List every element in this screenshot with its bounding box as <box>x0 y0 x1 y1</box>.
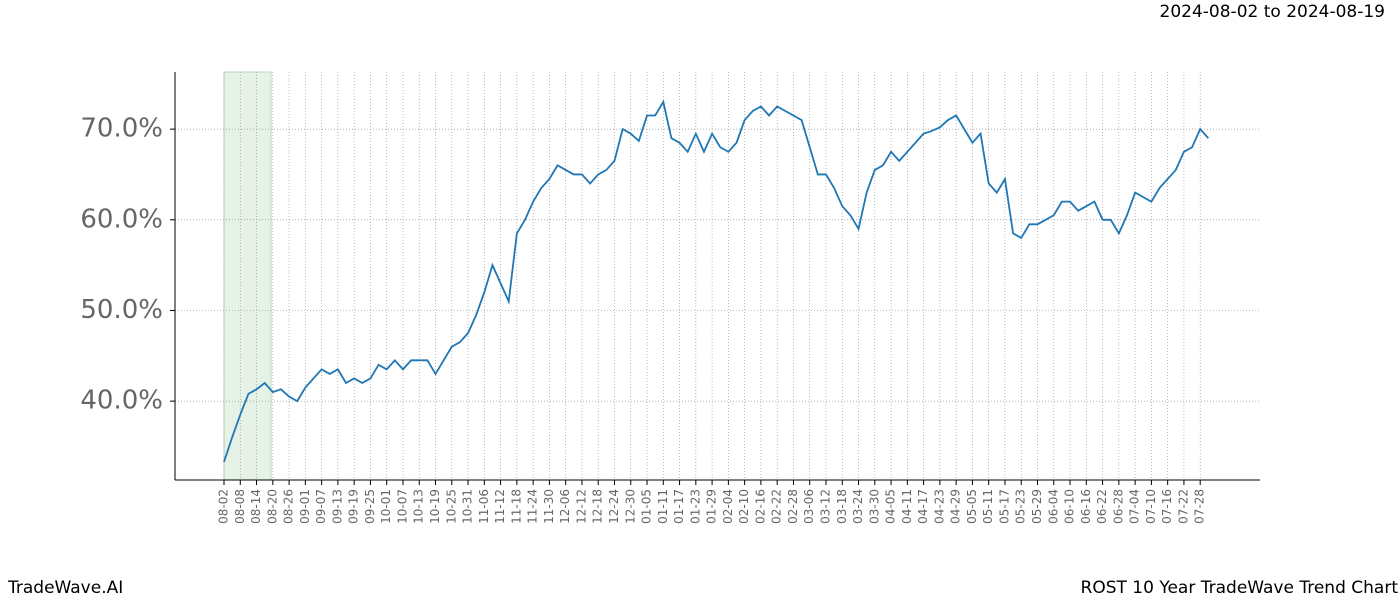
x-tick-label: 01-23 <box>688 489 702 524</box>
x-tick-label: 01-05 <box>640 489 654 524</box>
x-tick-label: 02-10 <box>737 489 751 524</box>
x-tick-label: 03-18 <box>835 489 849 524</box>
x-tick-label: 09-07 <box>314 489 328 524</box>
x-tick-label: 10-31 <box>461 489 475 524</box>
x-tick-label: 10-19 <box>428 489 442 524</box>
x-tick-label: 08-14 <box>249 489 263 524</box>
brand: TradeWave.AI <box>7 578 123 598</box>
x-tick-label: 03-24 <box>851 489 865 524</box>
y-tick-label: 70.0% <box>80 114 163 144</box>
x-tick-label: 06-22 <box>1095 489 1109 524</box>
x-tick-label: 03-30 <box>867 489 881 524</box>
x-tick-label: 11-06 <box>477 489 491 524</box>
x-tick-label: 12-06 <box>558 489 572 524</box>
highlight-range <box>223 71 272 481</box>
x-tick-label: 09-25 <box>363 489 377 524</box>
grid <box>175 72 1260 480</box>
x-tick-label: 05-29 <box>1030 489 1044 524</box>
y-tick-label: 60.0% <box>80 204 163 234</box>
date-range: 2024-08-02 to 2024-08-19 <box>1160 2 1385 22</box>
x-tick-label: 06-28 <box>1111 489 1125 524</box>
x-tick-label: 07-10 <box>1144 489 1158 524</box>
x-tick-label: 01-17 <box>672 489 686 524</box>
x-tick-label: 08-08 <box>233 489 247 524</box>
x-tick-label: 04-29 <box>949 489 963 524</box>
x-tick-label: 04-23 <box>932 489 946 524</box>
x-tick-label: 02-28 <box>786 489 800 524</box>
x-tick-label: 09-01 <box>298 489 312 524</box>
x-tick-label: 11-24 <box>526 489 540 524</box>
x-tick-label: 10-01 <box>379 489 393 524</box>
x-tick-label: 10-07 <box>395 489 409 524</box>
x-tick-label: 04-11 <box>900 489 914 524</box>
x-tick-label: 06-10 <box>1063 489 1077 524</box>
x-tick-label: 03-06 <box>802 489 816 524</box>
x-tick-label: 07-16 <box>1160 489 1174 524</box>
x-tick-label: 06-16 <box>1079 489 1093 524</box>
trend-line <box>223 99 1210 463</box>
x-tick-label: 05-23 <box>1014 489 1028 524</box>
x-tick-label: 08-20 <box>265 489 279 524</box>
x-tick-label: 05-17 <box>997 489 1011 524</box>
x-tick-label: 11-30 <box>542 489 556 524</box>
x-tick-label: 10-25 <box>444 489 458 524</box>
x-tick-label: 08-26 <box>282 489 296 524</box>
x-tick-label: 05-05 <box>965 489 979 524</box>
x-tick-label: 09-19 <box>347 489 361 524</box>
x-tick-label: 02-16 <box>753 489 767 524</box>
x-tick-label: 11-12 <box>493 489 507 524</box>
x-tick-label: 04-17 <box>916 489 930 524</box>
x-tick-label: 02-22 <box>770 489 784 524</box>
y-tick-label: 50.0% <box>80 295 163 325</box>
x-tick-label: 12-18 <box>591 489 605 524</box>
chart-subtitle: ROST 10 Year TradeWave Trend Chart <box>1081 578 1399 598</box>
x-tick-label: 07-04 <box>1128 489 1142 524</box>
x-tick-label: 01-29 <box>705 489 719 524</box>
x-tick-label: 06-04 <box>1046 489 1060 524</box>
x-tick-label: 09-13 <box>330 489 344 524</box>
x-tick-label: 05-11 <box>981 489 995 524</box>
y-tick-label: 40.0% <box>80 386 163 416</box>
x-tick-label: 12-30 <box>623 489 637 524</box>
x-tick-label: 11-18 <box>509 489 523 524</box>
x-tick-label: 12-24 <box>607 489 621 524</box>
x-tick-label: 07-22 <box>1176 489 1190 524</box>
x-tick-label: 08-02 <box>217 489 231 524</box>
x-tick-label: 07-28 <box>1193 489 1207 524</box>
x-tick-label: 01-11 <box>656 489 670 524</box>
x-tick-label: 02-04 <box>721 489 735 524</box>
x-tick-label: 04-05 <box>884 489 898 524</box>
x-tick-label: 10-13 <box>412 489 426 524</box>
x-tick-label: 12-12 <box>574 489 588 524</box>
x-tick-label: 03-12 <box>818 489 832 524</box>
